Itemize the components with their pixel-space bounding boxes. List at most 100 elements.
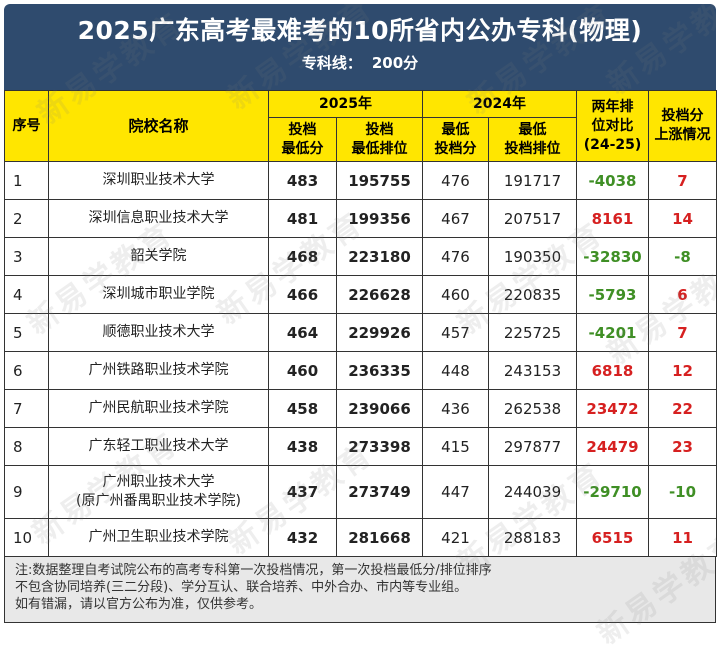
score-2024: 460 bbox=[422, 275, 489, 314]
school-name: 广州民航职业技术学院 bbox=[48, 389, 269, 428]
score-rise: 23 bbox=[648, 427, 717, 466]
page-subtitle: 专科线： 200分 bbox=[4, 53, 716, 73]
header-school: 院校名称 bbox=[48, 90, 269, 162]
score-2024: 421 bbox=[422, 518, 489, 557]
rank-2025: 281668 bbox=[336, 518, 423, 557]
score-2024: 447 bbox=[422, 465, 489, 519]
rank-2025: 226628 bbox=[336, 275, 423, 314]
score-rise: 7 bbox=[648, 313, 717, 352]
table-row: 5 顺德职业技术大学 464 229926 457 225725 -4201 7 bbox=[4, 313, 717, 352]
school-name-line: 深圳信息职业技术大学 bbox=[88, 210, 229, 226]
footnote-line: 如有错漏，请以官方公布为准，仅供参考。 bbox=[15, 597, 263, 612]
score-2025: 437 bbox=[268, 465, 337, 519]
table-row: 10 广州卫生职业技术学院 432 281668 421 288183 6515 11 bbox=[4, 518, 717, 557]
row-index: 2 bbox=[4, 199, 49, 238]
score-rise: 6 bbox=[648, 275, 717, 314]
rank-2024: 243153 bbox=[488, 351, 577, 390]
table-row: 8 广东轻工职业技术大学 438 273398 415 297877 24479 23 bbox=[4, 427, 717, 466]
school-name-line: (原广州番禺职业技术学院) bbox=[76, 493, 241, 509]
header-index: 序号 bbox=[4, 90, 49, 162]
score-2024: 457 bbox=[422, 313, 489, 352]
school-name-line: 广州铁路职业技术学院 bbox=[88, 362, 229, 378]
rank-2024: 190350 bbox=[488, 237, 577, 276]
school-name-line: 深圳职业技术大学 bbox=[102, 172, 215, 188]
rank-2025: 199356 bbox=[336, 199, 423, 238]
rank-2024: 225725 bbox=[488, 313, 577, 352]
page-title: 2025广东高考最难考的10所省内公办专科(物理) bbox=[77, 16, 643, 45]
table-row: 3 韶关学院 468 223180 476 190350 -32830 -8 bbox=[4, 237, 717, 276]
score-rise: -8 bbox=[648, 237, 717, 276]
school-name-line: 广东轻工职业技术大学 bbox=[88, 438, 229, 454]
rank-diff: 23472 bbox=[576, 389, 649, 428]
school-name: 深圳信息职业技术大学 bbox=[48, 199, 269, 238]
table-row: 1 深圳职业技术大学 483 195755 476 191717 -4038 7 bbox=[4, 161, 717, 200]
score-2024: 476 bbox=[422, 161, 489, 200]
school-name-line: 广州卫生职业技术学院 bbox=[88, 529, 229, 545]
school-name: 广州卫生职业技术学院 bbox=[48, 518, 269, 557]
footnote-line: 注:数据整理自考试院公布的高考专科第一次投档情况，第一次投档最低分/排位排序 bbox=[15, 563, 492, 578]
row-index: 1 bbox=[4, 161, 49, 200]
page: 2025广东高考最难考的10所省内公办专科(物理) 专科线： 200分 序号 院校… bbox=[4, 4, 717, 646]
rank-diff: -29710 bbox=[576, 465, 649, 519]
score-2025: 464 bbox=[268, 313, 337, 352]
table-row: 4 深圳城市职业学院 466 226628 460 220835 -5793 6 bbox=[4, 275, 717, 314]
header-rank-diff: 两年排 位对比 (24-25) bbox=[576, 90, 649, 162]
rank-diff: -5793 bbox=[576, 275, 649, 314]
rank-2025: 236335 bbox=[336, 351, 423, 390]
row-index: 8 bbox=[4, 427, 49, 466]
score-rise: 11 bbox=[648, 518, 717, 557]
score-2025: 483 bbox=[268, 161, 337, 200]
rank-diff: -32830 bbox=[576, 237, 649, 276]
score-rise: 12 bbox=[648, 351, 717, 390]
score-2025: 438 bbox=[268, 427, 337, 466]
subtitle-value: 200分 bbox=[371, 54, 419, 72]
table-row: 7 广州民航职业技术学院 458 239066 436 262538 23472 22 bbox=[4, 389, 717, 428]
rank-diff: -4201 bbox=[576, 313, 649, 352]
score-2024: 448 bbox=[422, 351, 489, 390]
subtitle-label: 专科线： bbox=[301, 54, 362, 72]
row-index: 6 bbox=[4, 351, 49, 390]
score-2025: 460 bbox=[268, 351, 337, 390]
rank-2024: 297877 bbox=[488, 427, 577, 466]
footnote-line: 不包含协同培养(三二分段)、学分互认、联合培养、中外合办、市内等专业组。 bbox=[15, 580, 468, 595]
score-2024: 436 bbox=[422, 389, 489, 428]
table-row: 9 广州职业技术大学 (原广州番禺职业技术学院) 437 273749 447 244039… bbox=[4, 465, 717, 519]
school-name-line: 广州民航职业技术学院 bbox=[88, 400, 229, 416]
rank-2024: 220835 bbox=[488, 275, 577, 314]
score-2025: 468 bbox=[268, 237, 337, 276]
school-name-line: 顺德职业技术大学 bbox=[102, 324, 215, 340]
row-index: 4 bbox=[4, 275, 49, 314]
score-2025: 481 bbox=[268, 199, 337, 238]
rank-2025: 195755 bbox=[336, 161, 423, 200]
header-year-2024: 2024年 bbox=[422, 90, 577, 118]
header-2025-rank: 投档 最低排位 bbox=[336, 117, 423, 162]
rank-2024: 288183 bbox=[488, 518, 577, 557]
rank-2024: 207517 bbox=[488, 199, 577, 238]
row-index: 10 bbox=[4, 518, 49, 557]
school-name-line: 韶关学院 bbox=[130, 248, 187, 264]
ranking-table: 序号 院校名称 2025年 2024年 两年排 位对比 (24-25) 投档分 … bbox=[4, 90, 717, 557]
score-rise: 22 bbox=[648, 389, 717, 428]
header-score-rise: 投档分 上涨情况 bbox=[648, 90, 717, 162]
rank-diff: 24479 bbox=[576, 427, 649, 466]
rank-2025: 229926 bbox=[336, 313, 423, 352]
school-name: 顺德职业技术大学 bbox=[48, 313, 269, 352]
rank-diff: 6515 bbox=[576, 518, 649, 557]
rank-2024: 262538 bbox=[488, 389, 577, 428]
school-name: 广州铁路职业技术学院 bbox=[48, 351, 269, 390]
title-band: 2025广东高考最难考的10所省内公办专科(物理) 专科线： 200分 bbox=[4, 4, 716, 90]
rank-2024: 191717 bbox=[488, 161, 577, 200]
school-name: 韶关学院 bbox=[48, 237, 269, 276]
header-2024-rank: 最低 投档排位 bbox=[488, 117, 577, 162]
rank-2025: 239066 bbox=[336, 389, 423, 428]
rank-diff: 8161 bbox=[576, 199, 649, 238]
rank-2025: 223180 bbox=[336, 237, 423, 276]
row-index: 5 bbox=[4, 313, 49, 352]
score-rise: 7 bbox=[648, 161, 717, 200]
score-2025: 458 bbox=[268, 389, 337, 428]
row-index: 9 bbox=[4, 465, 49, 519]
school-name-line: 深圳城市职业学院 bbox=[102, 286, 215, 302]
school-name: 广州职业技术大学 (原广州番禺职业技术学院) bbox=[48, 465, 269, 519]
header-year-2025: 2025年 bbox=[268, 90, 423, 118]
school-name: 广东轻工职业技术大学 bbox=[48, 427, 269, 466]
